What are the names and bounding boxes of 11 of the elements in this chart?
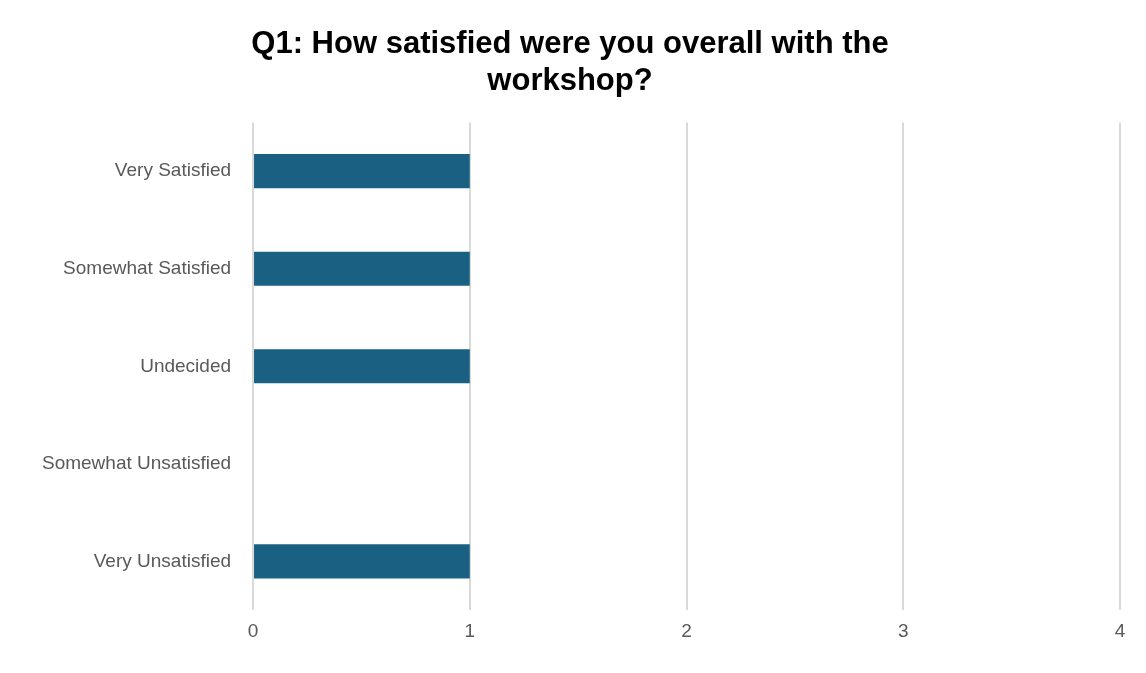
y-tick-label: Very Unsatisfied	[93, 549, 232, 571]
chart-title: Q1: How satisfied were you overall with the workshop?	[251, 25, 889, 98]
y-tick-label: Undecided	[140, 354, 232, 376]
y-tick-label: Somewhat Unsatisfied	[41, 452, 232, 474]
x-tick-label: 0	[247, 619, 259, 641]
y-tick-label: Very Satisfied	[114, 159, 232, 181]
x-tick-label: 3	[897, 619, 909, 641]
x-tick-label: 4	[1114, 619, 1126, 641]
y-tick-label: Somewhat Satisfied	[63, 256, 232, 278]
x-tick-label: 1	[464, 619, 476, 641]
x-tick-label: 2	[681, 619, 692, 641]
